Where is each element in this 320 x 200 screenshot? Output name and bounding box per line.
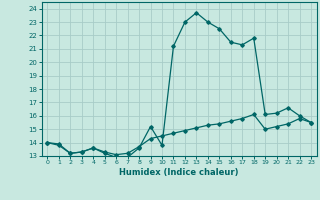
X-axis label: Humidex (Indice chaleur): Humidex (Indice chaleur) <box>119 168 239 177</box>
